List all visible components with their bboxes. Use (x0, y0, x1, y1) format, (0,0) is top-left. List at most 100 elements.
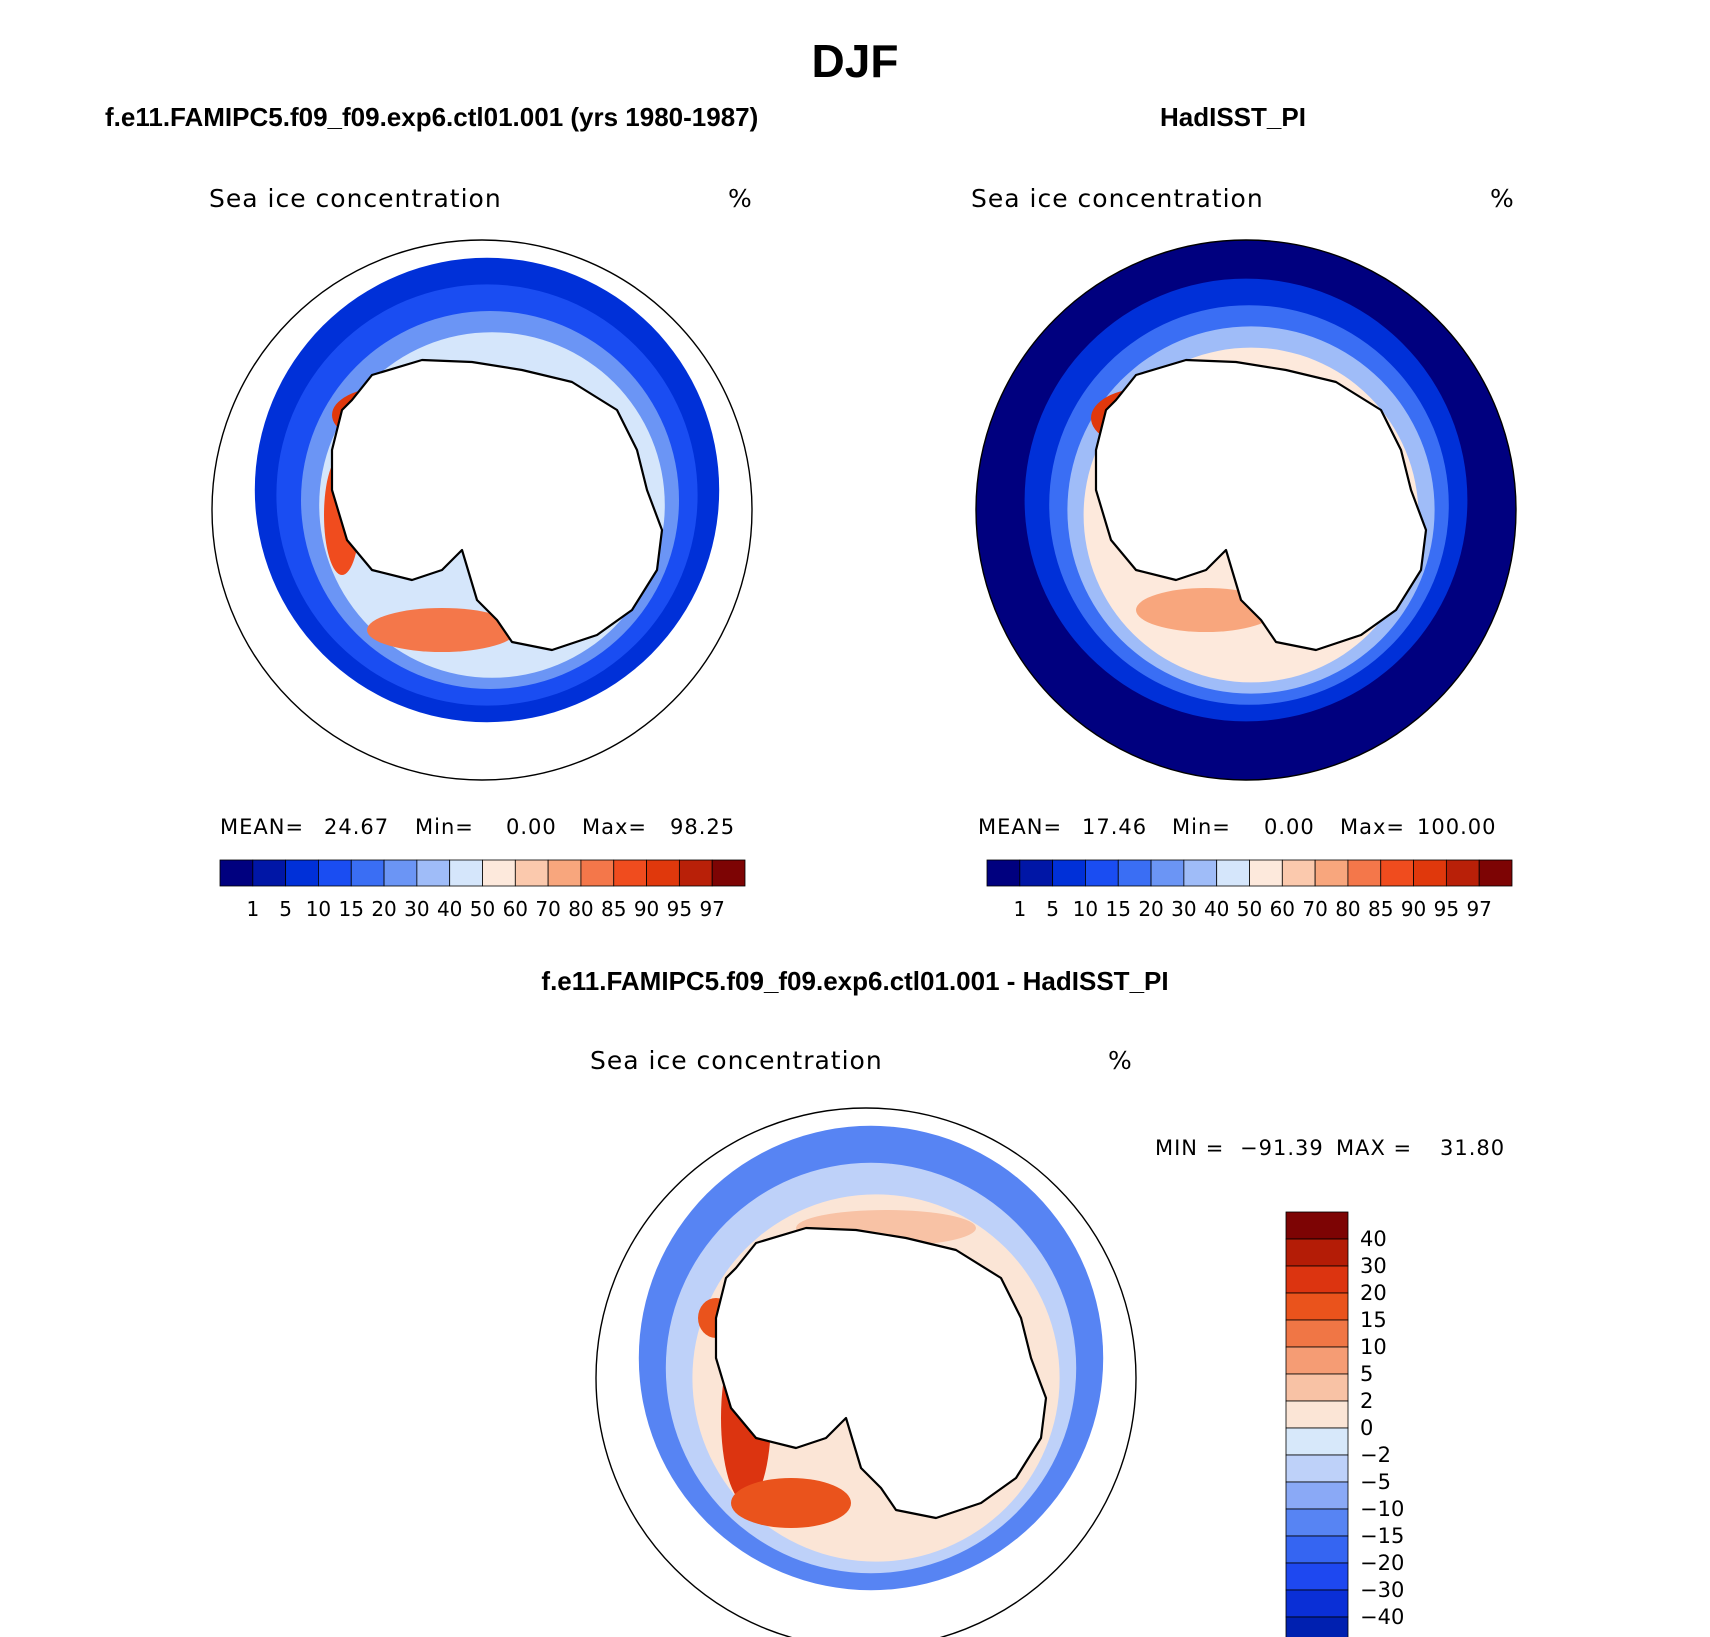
colorbar-tick-label: 70 (1302, 897, 1327, 921)
panel3-max-label: MAX = (1336, 1136, 1413, 1160)
colorbar-tick-label: 50 (1237, 897, 1262, 921)
colorbar-tick-label: 5 (1360, 1362, 1373, 1386)
colorbar-box (318, 859, 352, 887)
colorbar-tick-label: 15 (1106, 897, 1131, 921)
colorbar-box (1150, 859, 1185, 887)
colorbar-box (1347, 859, 1382, 887)
panel1-title: f.e11.FAMIPC5.f09_f09.exp6.ctl01.001 (yr… (105, 102, 759, 132)
panel3-min-value: −91.39 (1240, 1136, 1324, 1160)
panel2-max-label: Max= (1340, 815, 1406, 839)
colorbar-box (350, 859, 385, 887)
panel2-max-value: 100.00 (1417, 815, 1497, 839)
colorbar-box (1285, 1238, 1349, 1267)
colorbar-tick-label: 20 (1360, 1281, 1387, 1305)
colorbar-box (1052, 859, 1086, 887)
colorbar-tick-label: −40 (1360, 1605, 1404, 1629)
colorbar-tick-label: 50 (470, 897, 495, 921)
colorbar-tick-label: 10 (1360, 1335, 1387, 1359)
colorbar-tick-label: 70 (535, 897, 560, 921)
figure-title: DJF (811, 35, 899, 87)
panel1-colorbar: 1 5 10 15 20 30 40 50 60 70 80 85 90 95 97 (219, 859, 746, 921)
colorbar-box (514, 859, 549, 887)
panel2-units: % (1490, 184, 1515, 213)
colorbar-tick-label: 30 (1360, 1254, 1387, 1278)
colorbar-box (1380, 859, 1414, 887)
panel3-title: f.e11.FAMIPC5.f09_f09.exp6.ctl01.001 - H… (541, 966, 1169, 996)
colorbar-tick-label: −15 (1360, 1524, 1404, 1548)
colorbar-box (1183, 859, 1218, 887)
panel3-field (596, 1108, 1136, 1637)
panel2-colorbar: 1 5 10 15 20 30 40 50 60 70 80 85 90 95 97 (986, 859, 1513, 921)
panel3-variable-label: Sea ice concentration (590, 1046, 883, 1075)
colorbar-box (1285, 1346, 1349, 1375)
colorbar-tick-label: 1 (1013, 897, 1026, 921)
colorbar-tick-label: 5 (279, 897, 292, 921)
map-boundary (211, 239, 753, 781)
panel1-variable-label: Sea ice concentration (209, 184, 502, 213)
colorbar-box (1445, 859, 1480, 887)
colorbar-box (383, 859, 418, 887)
panel2-mean-value: 17.46 (1082, 815, 1148, 839)
panel3-max-value: 31.80 (1440, 1136, 1506, 1160)
colorbar-box (580, 859, 615, 887)
colorbar-tick-label: 85 (601, 897, 626, 921)
colorbar-box (1249, 859, 1283, 887)
panel3-units: % (1108, 1046, 1133, 1075)
colorbar-box (1285, 1481, 1349, 1510)
colorbar-tick-label: 20 (371, 897, 396, 921)
colorbar-tick-label: 95 (1434, 897, 1459, 921)
colorbar-box (1285, 1319, 1349, 1348)
colorbar-tick-label: 80 (1335, 897, 1360, 921)
colorbar-box (1117, 859, 1152, 887)
colorbar-box (1216, 859, 1250, 887)
colorbar-box (1285, 1427, 1349, 1456)
colorbar-box (1285, 1562, 1349, 1591)
colorbar-box (1285, 1292, 1349, 1321)
colorbar-tick-label: −30 (1360, 1578, 1404, 1602)
colorbar-tick-label: 80 (568, 897, 593, 921)
colorbar-tick-label: 40 (1360, 1227, 1387, 1251)
colorbar-box (986, 859, 1021, 887)
colorbar-tick-label: −2 (1360, 1443, 1391, 1467)
colorbar-tick-label: −5 (1360, 1470, 1391, 1494)
panel1-min-label: Min= (415, 815, 474, 839)
panel2-min-label: Min= (1172, 815, 1231, 839)
colorbar-box (1285, 1400, 1349, 1429)
colorbar-box (1285, 1589, 1349, 1618)
colorbar-tick-label: 5 (1046, 897, 1059, 921)
colorbar-box (416, 859, 451, 887)
colorbar-tick-label: 90 (634, 897, 659, 921)
panel1-mean-label: MEAN= (220, 815, 305, 839)
colorbar-tick-label: 40 (1204, 897, 1229, 921)
colorbar-tick-label: 97 (699, 897, 724, 921)
panel3-map (595, 1107, 1137, 1637)
colorbar-box (252, 859, 287, 887)
colorbar-box (1314, 859, 1349, 887)
panel2-title: HadISST_PI (1160, 102, 1306, 132)
colorbar-tick-label: 2 (1360, 1389, 1373, 1413)
colorbar-tick-label: 10 (1073, 897, 1098, 921)
colorbar-box (1285, 1616, 1349, 1637)
colorbar-tick-label: 95 (667, 897, 692, 921)
colorbar-box (285, 859, 319, 887)
colorbar-box (1285, 1535, 1349, 1564)
colorbar-tick-label: −20 (1360, 1551, 1404, 1575)
colorbar-box (547, 859, 582, 887)
panel2-min-value: 0.00 (1264, 815, 1315, 839)
colorbar-tick-label: 0 (1360, 1416, 1373, 1440)
colorbar-tick-label: 20 (1138, 897, 1163, 921)
colorbar-tick-label: 30 (404, 897, 429, 921)
colorbar-box (1019, 859, 1054, 887)
panel2-map (975, 239, 1517, 781)
colorbar-tick-label: 85 (1368, 897, 1393, 921)
colorbar-box (1285, 1508, 1349, 1537)
colorbar-box (1285, 1454, 1349, 1483)
panel1-min-value: 0.00 (506, 815, 557, 839)
colorbar-box (482, 859, 516, 887)
colorbar-box (1478, 859, 1513, 887)
colorbar-tick-label: 60 (1270, 897, 1295, 921)
colorbar-tick-label: 15 (339, 897, 364, 921)
panel1-field (212, 240, 752, 780)
